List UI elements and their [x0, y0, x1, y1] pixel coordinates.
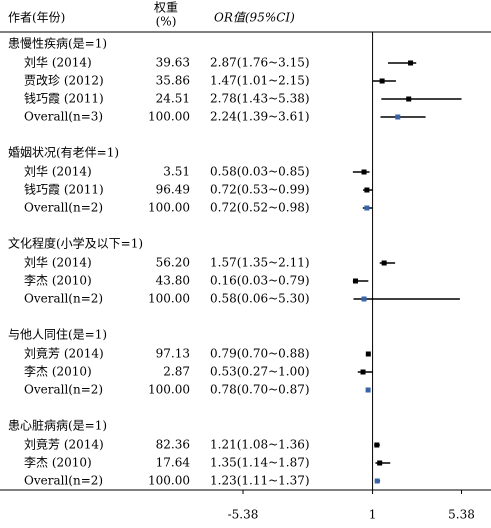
- point-estimate: [353, 278, 359, 284]
- point-estimate: [365, 387, 371, 393]
- weight: 100.00: [148, 383, 190, 397]
- or-label: 1.47(1.01~2.15): [210, 74, 310, 88]
- weight: 56.20: [156, 256, 190, 270]
- point-estimate: [395, 114, 401, 120]
- author-header: 作者(年份): [8, 11, 65, 25]
- study-name: 刘华 (2014): [24, 165, 92, 179]
- or-label: 2.87(1.76~3.15): [210, 56, 310, 70]
- x-tick-label: -5.38: [228, 508, 259, 522]
- weight: 3.51: [163, 165, 190, 179]
- weight-unit: (%): [156, 15, 177, 29]
- or-label: 0.16(0.03~0.79): [210, 274, 310, 288]
- study-name: Overall(n=2): [24, 383, 103, 397]
- weight: 43.80: [156, 274, 190, 288]
- point-estimate: [381, 260, 387, 266]
- group-title: 患慢性疾病(是=1): [8, 36, 107, 51]
- point-estimate: [361, 296, 367, 302]
- study-name: 刘竟芳 (2014): [24, 347, 104, 361]
- weight: 2.87: [163, 365, 190, 379]
- weight: 35.86: [156, 74, 190, 88]
- or-label: 0.72(0.52~0.98): [210, 201, 310, 215]
- study-name: Overall(n=2): [24, 292, 103, 306]
- study-name: Overall(n=2): [24, 474, 103, 488]
- or-label: 2.24(1.39~3.61): [210, 110, 310, 124]
- study-name: 李杰 (2010): [24, 273, 92, 288]
- or-label: 1.21(1.08~1.36): [210, 438, 310, 452]
- weight: 96.49: [156, 183, 190, 197]
- point-estimate: [408, 60, 414, 66]
- point-estimate: [360, 369, 366, 375]
- study-name: 刘竟芳 (2014): [24, 438, 104, 452]
- or-label: 2.78(1.43~5.38): [210, 92, 310, 106]
- point-estimate: [379, 78, 385, 84]
- weight: 100.00: [148, 292, 190, 306]
- group-title: 婚姻状况(有老伴=1): [8, 145, 119, 160]
- study-name: 钱巧霞 (2011): [24, 182, 104, 197]
- weight: 17.64: [156, 456, 191, 470]
- weight: 39.63: [156, 56, 190, 70]
- or-label: 0.58(0.03~0.85): [210, 165, 310, 179]
- x-tick-label: 5.38: [448, 508, 475, 522]
- x-tick-label: 1: [369, 508, 377, 522]
- point-estimate: [377, 460, 383, 466]
- or-label: 0.72(0.53~0.99): [210, 183, 310, 197]
- or-label: 0.78(0.70~0.87): [210, 383, 310, 397]
- weight: 100.00: [148, 201, 190, 215]
- study-name: 李杰 (2010): [24, 364, 92, 379]
- or-label: 1.35(1.14~1.87): [210, 456, 310, 470]
- study-name: 刘华 (2014): [24, 56, 92, 70]
- or-label: 0.79(0.70~0.88): [210, 347, 310, 361]
- study-name: Overall(n=2): [24, 201, 103, 215]
- weight-header: 权重: [154, 1, 178, 15]
- or-label: 1.23(1.11~1.37): [210, 474, 310, 488]
- point-estimate: [406, 96, 412, 102]
- study-name: Overall(n=3): [24, 110, 103, 124]
- weight: 100.00: [148, 474, 190, 488]
- point-estimate: [365, 351, 371, 357]
- or-label: 1.57(1.35~2.11): [210, 256, 310, 270]
- weight: 24.51: [156, 92, 190, 106]
- point-estimate: [364, 187, 370, 193]
- study-name: 刘华 (2014): [24, 256, 92, 270]
- group-title: 文化程度(小学及以下=1): [8, 236, 143, 251]
- group-title: 患心脏病病(是=1): [8, 418, 107, 433]
- weight: 82.36: [156, 438, 190, 452]
- weight: 97.13: [156, 347, 190, 361]
- study-name: 李杰 (2010): [24, 455, 92, 470]
- or-label: 0.58(0.06~5.30): [210, 292, 310, 306]
- study-name: 钱巧霞 (2011): [24, 91, 104, 106]
- study-name: 贾改珍 (2012): [24, 74, 104, 88]
- group-title: 与他人同住(是=1): [8, 328, 107, 342]
- weight: 100.00: [148, 110, 190, 124]
- point-estimate: [364, 205, 370, 211]
- or-label: 0.53(0.27~1.00): [210, 365, 310, 379]
- point-estimate: [374, 442, 380, 448]
- or-header: OR值(95%CI): [214, 11, 295, 25]
- point-estimate: [374, 478, 380, 484]
- point-estimate: [361, 169, 367, 175]
